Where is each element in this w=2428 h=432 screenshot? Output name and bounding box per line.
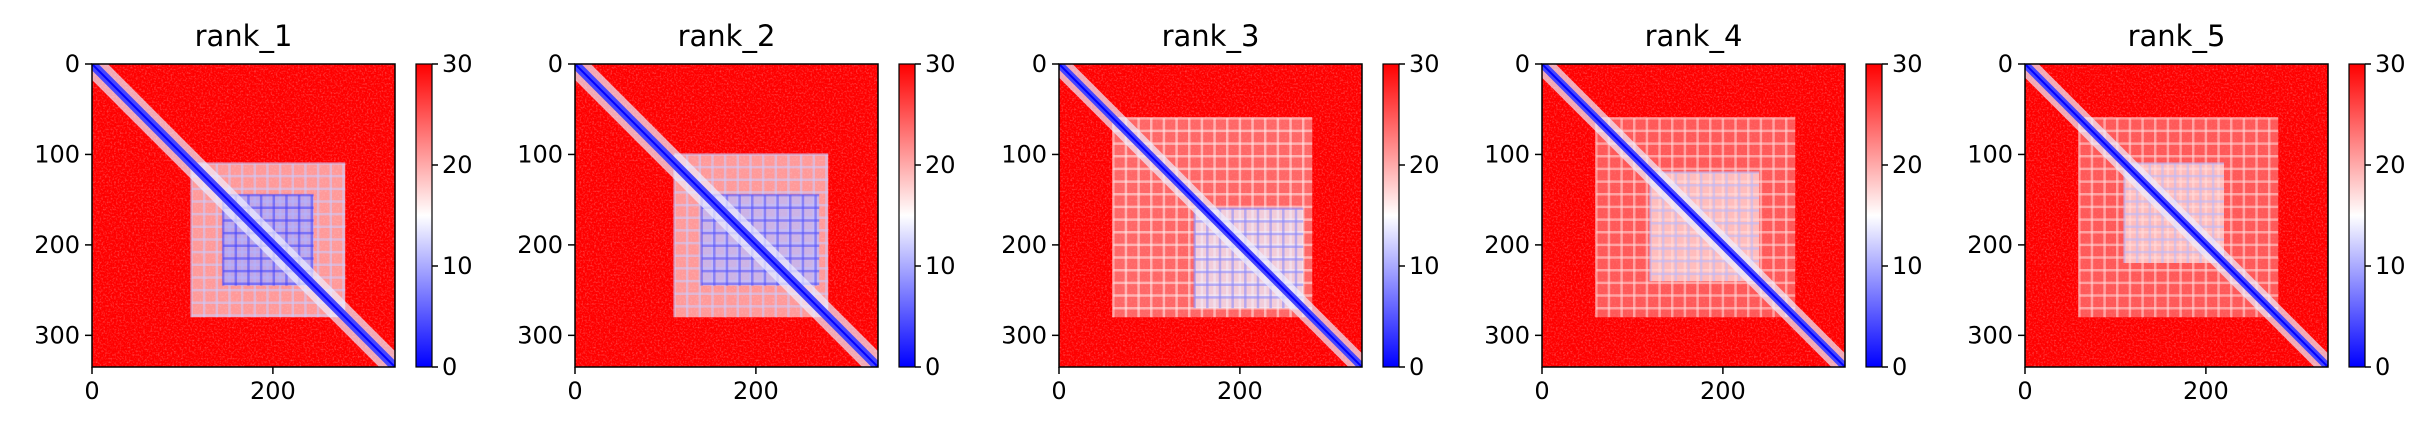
diagonal-core — [1542, 64, 1845, 367]
colorbar-tick-label: 0 — [442, 353, 457, 381]
y-tick-label: 300 — [517, 321, 563, 349]
colorbar-tick-label: 30 — [1409, 50, 1440, 78]
chart-title: rank_4 — [1645, 19, 1743, 53]
diagonal-core — [92, 64, 395, 367]
y-tick-label: 300 — [1967, 321, 2013, 349]
diagonal-core — [2025, 64, 2328, 367]
y-tick-label: 0 — [1998, 50, 2013, 78]
axes-frame — [574, 63, 879, 368]
colorbar-tick-label: 10 — [925, 252, 956, 280]
x-tick-label: 0 — [2017, 377, 2032, 405]
diagonal-core — [1059, 64, 1362, 367]
y-tick-label: 200 — [1001, 231, 1047, 259]
y-tick-label: 0 — [65, 50, 80, 78]
colorbar-tick-label: 30 — [1892, 50, 1923, 78]
y-tick-label: 0 — [1032, 50, 1047, 78]
colorbar — [416, 64, 432, 367]
colorbar-tick-label: 20 — [1892, 151, 1923, 179]
axes-frame — [1058, 63, 1363, 368]
colorbar — [2349, 64, 2365, 367]
x-tick-label: 200 — [250, 377, 296, 405]
x-tick-label: 200 — [1700, 377, 1746, 405]
chart-title: rank_3 — [1162, 19, 1260, 53]
x-tick-label: 200 — [2183, 377, 2229, 405]
colorbar-tick-label: 20 — [2375, 151, 2406, 179]
colorbar — [899, 64, 915, 367]
y-tick-label: 200 — [1484, 231, 1530, 259]
heatmap-image — [2025, 64, 2328, 367]
colorbar-frame — [898, 63, 916, 368]
heatmap-image — [575, 64, 878, 367]
colorbar-tick-label: 10 — [2375, 252, 2406, 280]
colorbar-tick-label: 10 — [442, 252, 473, 280]
axes-frame — [1541, 63, 1846, 368]
y-tick-label: 0 — [548, 50, 563, 78]
x-tick-label: 200 — [1217, 377, 1263, 405]
heatmap-image — [92, 64, 395, 367]
colorbar-frame — [415, 63, 433, 368]
y-tick-label: 100 — [1967, 140, 2013, 168]
y-tick-label: 100 — [1484, 140, 1530, 168]
y-tick-label: 0 — [1515, 50, 1530, 78]
y-tick-label: 100 — [1001, 140, 1047, 168]
colorbar-tick-label: 0 — [925, 353, 940, 381]
x-tick-label: 0 — [1534, 377, 1549, 405]
colorbar-tick-label: 30 — [2375, 50, 2406, 78]
chart-title: rank_5 — [2128, 19, 2226, 53]
y-tick-label: 100 — [517, 140, 563, 168]
colorbar — [1383, 64, 1399, 367]
colorbar-tick-label: 0 — [2375, 353, 2390, 381]
colorbar-frame — [1382, 63, 1400, 368]
colorbar-tick-label: 30 — [442, 50, 473, 78]
chart-title: rank_2 — [678, 19, 776, 53]
colorbar — [1866, 64, 1882, 367]
colorbar-tick-label: 20 — [925, 151, 956, 179]
colorbar-tick-label: 10 — [1409, 252, 1440, 280]
colorbar-tick-label: 20 — [1409, 151, 1440, 179]
colorbar-tick-label: 10 — [1892, 252, 1923, 280]
x-tick-label: 0 — [84, 377, 99, 405]
chart-title: rank_1 — [195, 19, 293, 53]
y-tick-label: 200 — [34, 231, 80, 259]
heatmap-image — [1059, 64, 1362, 367]
y-tick-label: 300 — [34, 321, 80, 349]
colorbar-frame — [1865, 63, 1883, 368]
x-tick-label: 0 — [567, 377, 582, 405]
y-tick-label: 200 — [517, 231, 563, 259]
colorbar-tick-label: 20 — [442, 151, 473, 179]
colorbar-frame — [2348, 63, 2366, 368]
y-tick-label: 300 — [1001, 321, 1047, 349]
axes-frame — [91, 63, 396, 368]
x-tick-label: 200 — [733, 377, 779, 405]
x-tick-label: 0 — [1051, 377, 1066, 405]
y-tick-label: 300 — [1484, 321, 1530, 349]
diagonal-core — [575, 64, 878, 367]
y-tick-label: 200 — [1967, 231, 2013, 259]
heatmap-image — [1542, 64, 1845, 367]
colorbar-tick-label: 0 — [1409, 353, 1424, 381]
colorbar-tick-label: 30 — [925, 50, 956, 78]
axes-frame — [2024, 63, 2329, 368]
colorbar-tick-label: 0 — [1892, 353, 1907, 381]
y-tick-label: 100 — [34, 140, 80, 168]
